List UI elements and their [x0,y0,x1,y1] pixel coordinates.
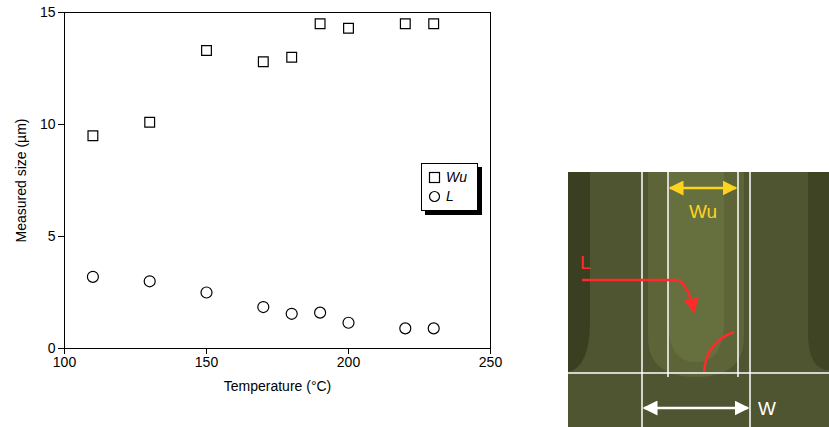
svg-text:100: 100 [53,354,77,370]
svg-text:15: 15 [40,4,56,20]
svg-text:L: L [580,252,591,273]
svg-text:250: 250 [479,354,503,370]
html-text:Wu: Wu [446,169,467,186]
svg-text:W: W [758,398,776,419]
svg-text:Temperature (°C): Temperature (°C) [224,378,332,394]
svg-text:200: 200 [337,354,361,370]
svg-text:150: 150 [195,354,219,370]
svg-text:Measured size (µm): Measured size (µm) [13,119,29,243]
svg-text:0: 0 [47,340,56,356]
svg-text:10: 10 [40,116,56,132]
html-text:L: L [446,188,454,205]
svg-text:Wu: Wu [689,201,717,222]
svg-text:5: 5 [48,228,56,244]
